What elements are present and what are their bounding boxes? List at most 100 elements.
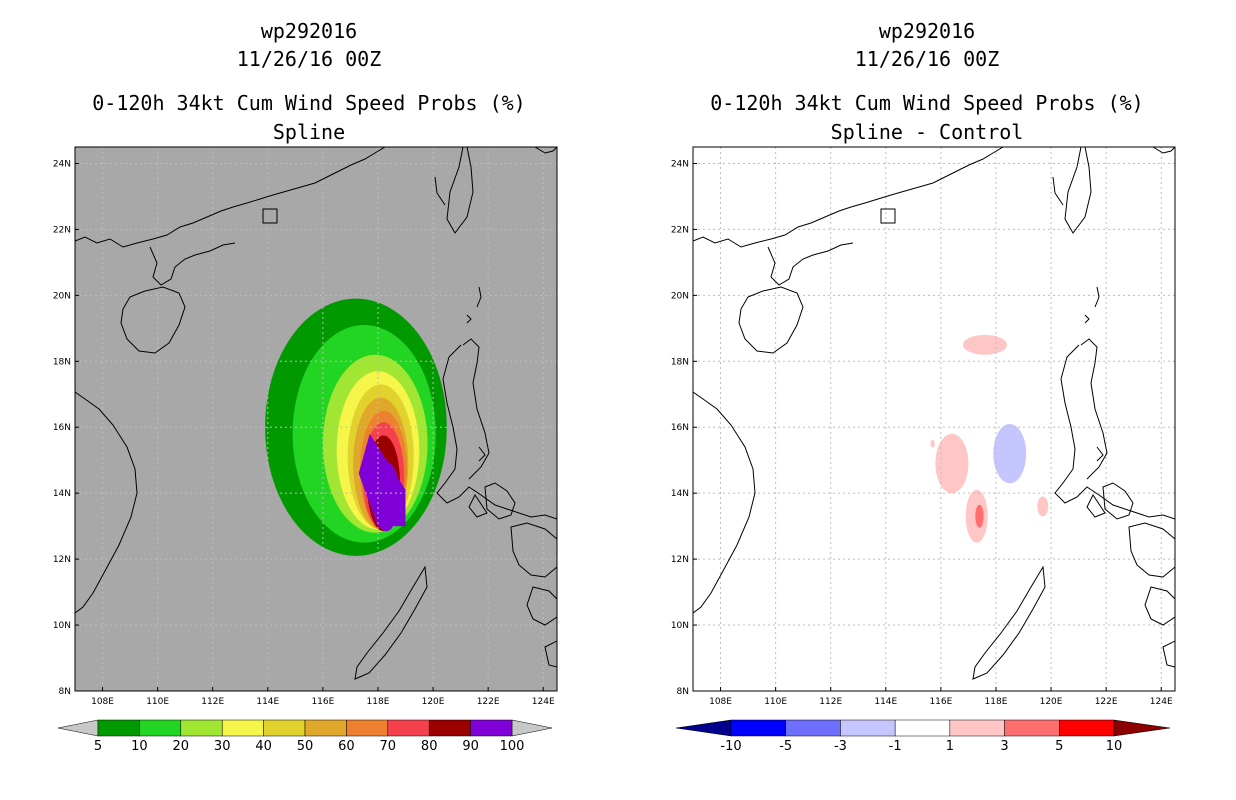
left-coastlines	[75, 147, 557, 680]
left-title-line-4: Spline	[273, 120, 345, 144]
colorbar-label: -3	[834, 739, 847, 754]
y-tick-label: 14N	[53, 489, 71, 499]
colorbar-label: 70	[380, 739, 397, 754]
right-title-line-2: 11/26/16 00Z	[855, 47, 1000, 71]
colorbar-label: -1	[889, 739, 902, 754]
colorbar-swatch	[785, 719, 841, 737]
right-title-line-1: wp292016	[879, 19, 975, 43]
left-title-line-1: wp292016	[261, 19, 357, 43]
y-tick-label: 14N	[671, 489, 689, 499]
x-tick-label: 122E	[477, 697, 500, 707]
x-tick-label: 118E	[985, 697, 1008, 707]
colorbar-label: 80	[421, 739, 438, 754]
right-gridlines	[693, 147, 1175, 692]
x-tick-label: 108E	[91, 697, 114, 707]
x-tick-label: 116E	[929, 697, 952, 707]
right-map-frame	[692, 146, 1176, 692]
x-tick-label: 108E	[709, 697, 732, 707]
left-axis-ticks: 108E 110E 112E 114E 116E 118E 120E 122E 124E 8N 10…	[53, 159, 555, 707]
left-title-line-3: 0-120h 34kt Cum Wind Speed Probs (%)	[92, 91, 525, 115]
x-tick-label: 110E	[764, 697, 787, 707]
y-tick-label: 24N	[671, 159, 689, 169]
colorbar-label: -10	[720, 739, 741, 754]
colorbar-label: 1	[946, 739, 954, 754]
x-tick-label: 114E	[256, 697, 279, 707]
y-tick-label: 18N	[671, 357, 689, 367]
difference-patch-0	[962, 334, 1007, 355]
right-map-background	[693, 147, 1175, 691]
colorbar-label: 5	[94, 739, 102, 754]
left-map-panel: 108E 110E 112E 114E 116E 118E 120E 122E 124E 8N 10…	[53, 146, 558, 707]
colorbar-swatch	[1059, 719, 1115, 737]
difference-patch-3	[1037, 496, 1049, 517]
colorbar-label: 20	[173, 739, 190, 754]
right-difference-contours	[930, 334, 1049, 543]
colorbar-swatch	[730, 719, 786, 737]
x-tick-label: 124E	[532, 697, 555, 707]
difference-patch-1	[935, 433, 969, 494]
y-tick-label: 12N	[53, 555, 71, 565]
colorbar-label: 40	[255, 739, 272, 754]
colorbar-swatch	[221, 719, 264, 737]
contour-level-100	[358, 433, 406, 527]
colorbar-swatch	[428, 719, 471, 737]
y-tick-label: 20N	[671, 291, 689, 301]
x-tick-label: 112E	[819, 697, 842, 707]
colorbar-swatch	[894, 719, 951, 737]
y-tick-label: 8N	[677, 687, 689, 697]
difference-patch-5	[975, 504, 984, 528]
colorbar-swatch	[180, 719, 223, 737]
x-tick-label: 116E	[311, 697, 334, 707]
colorbar-label: 10	[131, 739, 148, 754]
colorbar-swatch	[387, 719, 430, 737]
right-title-line-4: Spline - Control	[831, 120, 1024, 144]
x-tick-label: 112E	[201, 697, 224, 707]
colorbar-swatch	[346, 719, 389, 737]
colorbar-label: 100	[500, 739, 525, 754]
y-tick-label: 10N	[671, 621, 689, 631]
colorbar-label: 5	[1055, 739, 1063, 754]
x-tick-label: 120E	[1040, 697, 1063, 707]
right-colorbar: -10 -5 -3 -1 1 3 5 10	[675, 719, 1171, 754]
x-tick-label: 110E	[146, 697, 169, 707]
colorbar-label: 50	[297, 739, 314, 754]
x-tick-label: 122E	[1095, 697, 1118, 707]
y-tick-label: 24N	[53, 159, 71, 169]
right-axis-ticks: 108E 110E 112E 114E 116E 118E 120E 122E 124E 8N 10…	[671, 159, 1173, 707]
colorbar-high-arrow	[1113, 719, 1171, 737]
left-colorbar: 5 10 20 30 40 50 60 70 80 90 100	[57, 719, 553, 754]
y-tick-label: 20N	[53, 291, 71, 301]
colorbar-swatch	[470, 719, 513, 737]
colorbar-label: 60	[338, 739, 355, 754]
y-tick-label: 10N	[53, 621, 71, 631]
colorbar-swatch	[840, 719, 896, 737]
right-map-panel: 108E 110E 112E 114E 116E 118E 120E 122E 124E 8N 10…	[671, 146, 1176, 707]
x-tick-label: 118E	[367, 697, 390, 707]
x-tick-label: 120E	[422, 697, 445, 707]
colorbar-swatch	[139, 719, 182, 737]
colorbar-label: 10	[1106, 739, 1123, 754]
colorbar-swatch	[304, 719, 347, 737]
x-tick-label: 124E	[1150, 697, 1173, 707]
right-title-line-3: 0-120h 34kt Cum Wind Speed Probs (%)	[710, 91, 1143, 115]
left-title-line-2: 11/26/16 00Z	[237, 47, 382, 71]
colorbar-swatch	[1004, 719, 1060, 737]
colorbar-low-arrow	[57, 719, 99, 737]
colorbar-low-arrow	[675, 719, 732, 737]
y-tick-label: 8N	[59, 687, 71, 697]
difference-patch-4	[930, 439, 935, 448]
colorbar-swatch	[97, 719, 140, 737]
colorbar-label: -5	[779, 739, 792, 754]
colorbar-high-arrow	[511, 719, 553, 737]
colorbar-label: 90	[462, 739, 479, 754]
left-map-frame	[74, 146, 558, 692]
y-tick-label: 22N	[671, 225, 689, 235]
colorbar-swatch	[949, 719, 1005, 737]
colorbar-label: 3	[1000, 739, 1008, 754]
colorbar-swatch	[263, 719, 306, 737]
y-tick-label: 18N	[53, 357, 71, 367]
y-tick-label: 22N	[53, 225, 71, 235]
y-tick-label: 12N	[671, 555, 689, 565]
difference-patch-6	[993, 423, 1027, 484]
